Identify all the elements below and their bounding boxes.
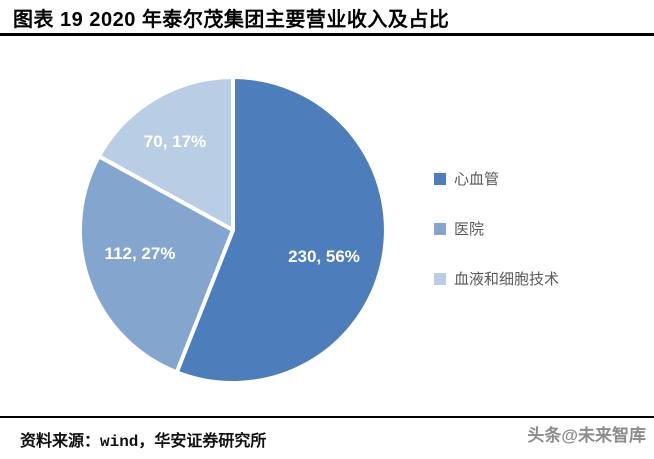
figure-title: 图表 19 2020 年泰尔茂集团主要营业收入及占比 — [13, 9, 450, 31]
legend-item-cardiovascular: 心血管 — [434, 168, 559, 189]
legend-label-cardiovascular: 心血管 — [454, 171, 500, 188]
pie-slice-cardiovascular — [174, 75, 388, 385]
slice-label-cardiovascular: 230, 56% — [288, 247, 360, 266]
legend-marker-hospital — [434, 222, 446, 235]
source-note: 资料来源：wind，华安证券研究所 — [20, 433, 267, 451]
slice-label-hospital: 112, 27% — [105, 244, 176, 263]
title-underline — [0, 33, 654, 36]
watermark: 头条@未来智库 — [527, 426, 646, 445]
legend-marker-cardiovascular — [434, 172, 446, 185]
pie-slice-blood-cell-tech — [96, 75, 235, 232]
legend-item-hospital: 医院 — [434, 218, 559, 239]
slice-label-blood-cell-tech: 70, 17% — [144, 132, 206, 151]
chart-legend: 心血管 医院 血液和细胞技术 — [434, 168, 559, 318]
legend-label-hospital: 医院 — [454, 221, 485, 238]
legend-label-blood-cell-tech: 血液和细胞技术 — [454, 271, 560, 288]
footer-rule — [0, 416, 654, 418]
legend-marker-blood-cell-tech — [434, 272, 446, 285]
legend-item-blood-cell-tech: 血液和细胞技术 — [434, 268, 559, 289]
